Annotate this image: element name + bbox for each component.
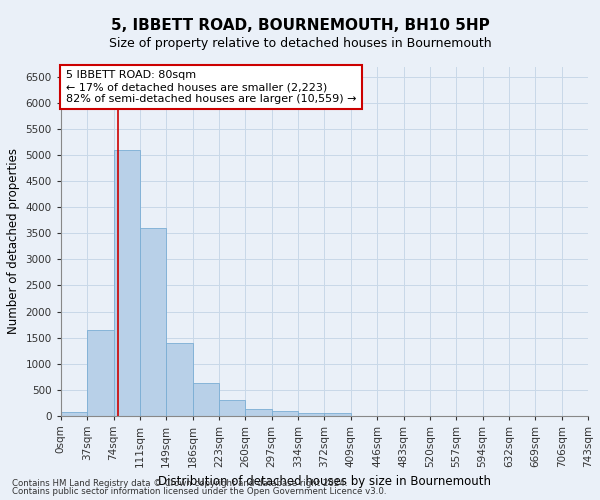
Text: Contains public sector information licensed under the Open Government Licence v3: Contains public sector information licen… [12,487,386,496]
Bar [113,150,140,415]
Bar [193,384,219,416]
Bar [325,414,351,416]
Y-axis label: Number of detached properties: Number of detached properties [7,148,20,334]
Bar [219,400,245,415]
Text: 5 IBBETT ROAD: 80sqm
← 17% of detached houses are smaller (2,223)
82% of semi-de: 5 IBBETT ROAD: 80sqm ← 17% of detached h… [66,70,356,104]
Bar [272,412,298,416]
Text: 5, IBBETT ROAD, BOURNEMOUTH, BH10 5HP: 5, IBBETT ROAD, BOURNEMOUTH, BH10 5HP [110,18,490,32]
Bar [87,330,113,416]
X-axis label: Distribution of detached houses by size in Bournemouth: Distribution of detached houses by size … [158,475,491,488]
Bar [245,409,272,416]
Bar [140,228,166,416]
Bar [166,342,193,415]
Text: Contains HM Land Registry data © Crown copyright and database right 2024.: Contains HM Land Registry data © Crown c… [12,478,347,488]
Bar [61,412,87,416]
Bar [298,413,325,416]
Text: Size of property relative to detached houses in Bournemouth: Size of property relative to detached ho… [109,38,491,51]
